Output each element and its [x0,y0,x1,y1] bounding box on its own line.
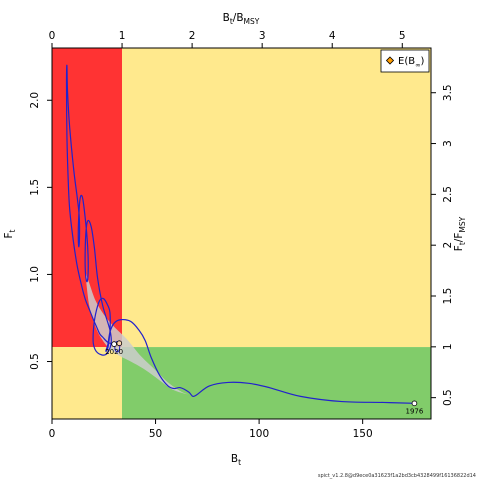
legend-box [380,49,430,73]
top-axis-tick-label: 3 [259,30,266,42]
year-label-2020: 2020 [105,348,123,356]
right-axis-tick-label: 2 [442,242,454,249]
legend-label: E(B∞) [398,56,425,69]
bottom-axis-tick-label: 100 [249,428,269,440]
plot-frame [51,47,432,420]
year-label-1976: 1976 [406,407,424,415]
top-axis-label: Bt/BMSY [223,12,260,26]
left-axis-tick-label: 1.5 [29,179,41,196]
right-axis-tick-label: 1.5 [442,288,454,305]
top-axis-tick-label: 2 [189,30,196,42]
right-axis-tick-label: 3 [442,140,454,147]
top-axis-tick-label: 1 [119,30,126,42]
right-axis-tick-label: 2.5 [442,186,454,203]
right-axis-tick-label: 1 [442,343,454,350]
left-axis-tick-label: 0.5 [29,353,41,370]
region-overfishing [52,48,123,348]
biomass-fishing-trajectory [65,64,415,404]
bottom-axis-tick-label: 0 [49,428,56,440]
right-axis: 0.5 1 1.5 2 2.5 3 3.5 [431,84,454,406]
top-axis-tick-label: 0 [49,30,56,42]
legend: E(B∞) [380,49,430,73]
year-point-1976 [411,400,418,407]
left-axis-tick-label: 2.0 [29,92,41,109]
bottom-axis: 0 50 100 150 [49,419,373,440]
top-axis-tick-label: 5 [399,30,406,42]
left-axis-tick-label: 1.0 [29,266,41,283]
right-axis-tick-label: 0.5 [442,389,454,406]
left-axis: 0.5 1.0 1.5 2.0 [29,92,52,370]
footnote: spict_v1.2.8@d9ece0a31623f1a2bd3cb432849… [318,473,476,479]
left-axis-label: Ft [3,229,17,238]
top-axis-tick-label: 4 [329,30,336,42]
bottom-axis-label: Bt [231,453,241,467]
year-point-2020 [111,341,117,347]
region-unsafe-bottom [52,347,123,419]
region-unsafe-top [122,48,431,348]
legend-diamond-icon [385,56,395,65]
top-axis: 0 1 2 3 4 5 [49,30,406,48]
bottom-axis-tick-label: 50 [149,428,162,440]
bottom-axis-tick-label: 150 [353,428,373,440]
region-safe [122,347,431,419]
uncertainty-band [85,270,191,396]
right-axis-label: Ft/FMSY [453,216,467,251]
right-axis-tick-label: 3.5 [442,84,454,101]
year-point-marker-2 [116,340,123,347]
